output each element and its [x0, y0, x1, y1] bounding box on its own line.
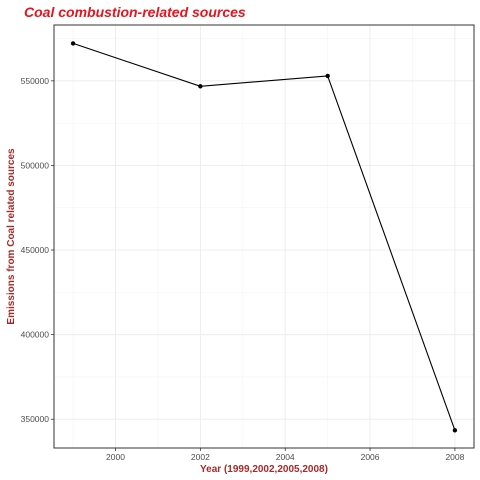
chart-title: Coal combustion-related sources	[24, 4, 246, 20]
data-point	[325, 73, 330, 79]
x-tick-label: 2002	[191, 452, 210, 462]
plot-panel-border	[53, 24, 475, 449]
y-tick-label: 450000	[21, 245, 50, 255]
series-line	[72, 42, 456, 431]
y-tick-label: 350000	[21, 414, 50, 424]
data-point	[452, 428, 458, 433]
x-tick-label: 2008	[445, 452, 464, 462]
grid-lines	[54, 25, 474, 448]
x-tick-label: 2000	[106, 452, 125, 462]
y-tick-label: 500000	[21, 160, 50, 170]
axis-ticks: 2000 2002 2004 2006 2008 350000 400000 450000 50…	[21, 76, 465, 462]
y-axis-title: Emissions from Coal related sources	[6, 148, 17, 325]
data-point	[198, 84, 203, 89]
x-axis-title: Year (1999,2002,2005,2008)	[200, 464, 328, 475]
y-tick-label: 550000	[21, 76, 50, 86]
x-tick-label: 2006	[361, 452, 380, 462]
x-tick-label: 2004	[276, 452, 295, 462]
series-group	[70, 41, 458, 433]
y-tick-label: 400000	[21, 330, 50, 340]
data-point	[70, 41, 76, 46]
